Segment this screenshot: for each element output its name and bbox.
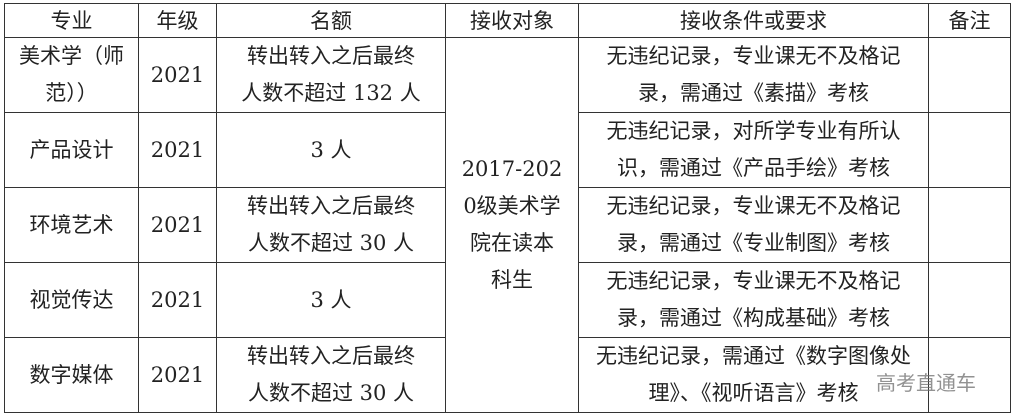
watermark: 高考直通车 xyxy=(876,371,976,395)
cell-requirement: 无违纪记录，专业课无不及格记录，需通过《专业制图》考核 xyxy=(578,187,929,263)
cell-note xyxy=(928,337,1011,413)
header-grade: 年级 xyxy=(138,3,217,38)
cell-major: 视觉传达 xyxy=(4,262,139,338)
table-row: 数字媒体 2021 转出转入之后最终人数不超过 30 人 无违纪记录，需通过《数… xyxy=(4,337,1011,413)
cell-note xyxy=(928,187,1011,263)
cell-major: 产品设计 xyxy=(4,112,139,188)
cell-note xyxy=(928,262,1011,338)
cell-quota: 3 人 xyxy=(216,112,446,188)
header-target: 接收对象 xyxy=(445,3,579,38)
cell-note xyxy=(928,112,1011,188)
cell-requirement: 无违纪记录，专业课无不及格记录，需通过《构成基础》考核 xyxy=(578,262,929,338)
cell-grade: 2021 xyxy=(138,37,217,113)
table-row: 环境艺术 2021 转出转入之后最终人数不超过 30 人 无违纪记录，专业课无不… xyxy=(4,187,1011,263)
cell-target: 2017-2020级美术学院在读本科生 xyxy=(445,37,579,413)
cell-quota: 3 人 xyxy=(216,262,446,338)
cell-quota: 转出转入之后最终人数不超过 30 人 xyxy=(216,337,446,413)
cell-grade: 2021 xyxy=(138,112,217,188)
cell-requirement: 无违纪记录，专业课无不及格记录，需通过《素描》考核 xyxy=(578,37,929,113)
cell-requirement: 无违纪记录，需通过《数字图像处理》、《视听语言》考核 xyxy=(578,337,929,413)
cell-major: 美术学（师范）） xyxy=(4,37,139,113)
cell-quota: 转出转入之后最终人数不超过 132 人 xyxy=(216,37,446,113)
header-note: 备注 xyxy=(928,3,1011,38)
header-quota: 名额 xyxy=(216,3,446,38)
table-row: 美术学（师范）） 2021 转出转入之后最终人数不超过 132 人 2017-2… xyxy=(4,37,1011,413)
cell-note xyxy=(928,37,1011,113)
cell-quota: 转出转入之后最终人数不超过 30 人 xyxy=(216,187,446,263)
cell-grade: 2021 xyxy=(138,337,217,413)
cell-major: 数字媒体 xyxy=(4,337,139,413)
header-major: 专业 xyxy=(4,3,139,38)
table-row: 视觉传达 2021 3 人 无违纪记录，专业课无不及格记录，需通过《构成基础》考… xyxy=(4,262,1011,338)
cell-grade: 2021 xyxy=(138,262,217,338)
header-row: 专业 年级 名额 接收对象 接收条件或要求 备注 xyxy=(4,3,1011,38)
header-requirement: 接收条件或要求 xyxy=(578,3,929,38)
cell-major: 环境艺术 xyxy=(4,187,139,263)
cell-requirement: 无违纪记录，对所学专业有所认识，需通过《产品手绘》考核 xyxy=(578,112,929,188)
cell-grade: 2021 xyxy=(138,187,217,263)
transfer-table: 专业 年级 名额 接收对象 接收条件或要求 备注 美术学（师范）） 2021 转… xyxy=(4,3,1011,413)
